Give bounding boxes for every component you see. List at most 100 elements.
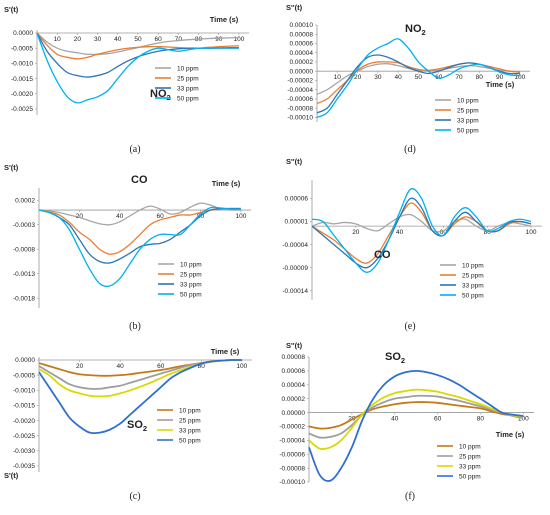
series-line-25-ppm <box>38 359 242 390</box>
x-tick-label: 40 <box>395 74 403 81</box>
x-tick-label: 80 <box>477 416 485 423</box>
y-tick-label: 0.00002 <box>282 396 306 403</box>
x-tick-label: 10 <box>334 74 342 81</box>
legend-label: 10 ppm <box>177 65 199 72</box>
y-tick-label: -0.0015 <box>13 403 35 410</box>
x-tick-label: 40 <box>117 363 125 370</box>
series-line-50-ppm <box>311 188 532 273</box>
x-axis-label: Time (s) <box>211 347 240 356</box>
gas-label-subscript: 2 <box>401 356 405 365</box>
x-axis-label: Time (s) <box>496 430 525 439</box>
y-tick-label: -0.0025 <box>13 433 35 440</box>
y-tick-label: 0.00010 <box>290 22 314 29</box>
series-line-25-ppm <box>308 394 524 439</box>
x-tick-label: 70 <box>455 74 463 81</box>
panel-caption: (a) <box>129 144 140 155</box>
series-line-50-ppm <box>316 38 520 118</box>
panel-caption: (c) <box>129 491 140 502</box>
y-tick-label: 0.0002 <box>15 197 35 204</box>
legend-label: 25 ppm <box>177 75 199 82</box>
y-tick-label: 0.00002 <box>290 59 314 66</box>
legend-label: 10 ppm <box>180 261 202 268</box>
gas-label-subscript: 2 <box>143 424 147 433</box>
x-axis-label: Time (s) <box>210 15 239 24</box>
legend-label: 25 ppm <box>457 107 479 114</box>
x-tick-label: 80 <box>198 363 206 370</box>
chart-panel-f: 0.00008 0.00006 0.00004 0.00002 0.00000 -0.00… <box>279 341 534 502</box>
y-tick-label: -0.00014 <box>282 288 308 295</box>
x-tick-label: 60 <box>157 213 165 220</box>
y-tick-label: -0.0018 <box>13 295 35 302</box>
chart-panel-e: 0.00006 0.00001 -0.00004 -0.00009 -0.00014 20… <box>282 157 542 332</box>
y-tick-label: 0.00000 <box>282 410 306 417</box>
y-axis-label: S''(t) <box>286 341 303 350</box>
legend-label: 50 ppm <box>180 291 202 298</box>
y-tick-label: -0.00006 <box>287 96 313 103</box>
legend-label: 50 ppm <box>177 95 199 102</box>
y-tick-label: 0.00004 <box>290 50 314 57</box>
chart-panel-b: 0.0002 -0.0003 -0.0008 -0.0013 -0.0018 20 40 60… <box>4 163 251 332</box>
y-tick-label: -0.0013 <box>13 271 35 278</box>
series-line-33-ppm <box>38 207 241 264</box>
y-tick-label: 0.00006 <box>285 196 309 203</box>
series-line-50-ppm <box>36 32 239 104</box>
panel-caption: (e) <box>404 321 415 332</box>
y-tick-label: 0.00001 <box>285 219 309 226</box>
y-tick-label: -0.0035 <box>13 463 35 470</box>
gas-label: NO2 <box>405 23 426 37</box>
legend-label: 50 ppm <box>179 437 201 444</box>
y-tick-label: 0.00000 <box>290 68 314 75</box>
x-tick-label: 20 <box>76 213 84 220</box>
x-tick-label: 100 <box>233 36 244 43</box>
series-line-33-ppm <box>38 359 242 398</box>
legend-label: 33 ppm <box>462 282 484 289</box>
y-tick-label: -0.00004 <box>279 438 305 445</box>
gas-label: NO2 <box>150 88 171 102</box>
y-tick-label: 0.00008 <box>282 354 306 361</box>
y-tick-label: 0.00004 <box>282 382 306 389</box>
x-tick-label: 20 <box>76 363 84 370</box>
series-line-50-ppm <box>38 206 241 287</box>
x-tick-label: 60 <box>155 36 163 43</box>
legend-label: 33 ppm <box>179 427 201 434</box>
legend-label: 50 ppm <box>462 292 484 299</box>
chart-panel-a: 0.0000 -0.0005 -0.0010 -0.0015 -0.0020 -0.002… <box>4 5 249 155</box>
x-tick-label: 30 <box>94 36 102 43</box>
y-tick-label: -0.00004 <box>287 87 313 94</box>
x-tick-label: 50 <box>415 74 423 81</box>
x-tick-label: 100 <box>235 213 246 220</box>
x-tick-label: 80 <box>476 74 484 81</box>
y-tick-label: -0.00002 <box>279 424 305 431</box>
gas-label-subscript: 2 <box>422 28 426 37</box>
x-tick-label: 20 <box>354 74 362 81</box>
gas-label: SO2 <box>385 351 405 365</box>
y-tick-label: -0.0005 <box>13 372 35 379</box>
y-tick-label: -0.00010 <box>287 115 313 122</box>
legend-label: 10 ppm <box>179 407 201 414</box>
y-tick-label: -0.0008 <box>13 246 35 253</box>
x-tick-label: 90 <box>215 36 223 43</box>
x-tick-label: 40 <box>391 416 399 423</box>
chart-panel-d: 0.00010 0.00008 0.00006 0.00004 0.00002 0.000… <box>286 3 530 155</box>
y-tick-label: 0.0000 <box>15 357 35 364</box>
x-tick-label: 60 <box>434 416 442 423</box>
gas-label: SO2 <box>127 419 147 433</box>
x-tick-label: 20 <box>352 229 360 236</box>
x-tick-label: 70 <box>175 36 183 43</box>
y-tick-label: -0.0025 <box>11 106 33 113</box>
x-tick-label: 40 <box>396 229 404 236</box>
y-axis-label: S''(t) <box>286 3 303 12</box>
legend-label: 10 ppm <box>459 443 481 450</box>
legend-label: 25 ppm <box>459 453 481 460</box>
series-line-33-ppm <box>311 197 532 269</box>
legend-label: 33 ppm <box>457 117 479 124</box>
y-tick-label: -0.0030 <box>13 448 35 455</box>
y-axis-label: S'(t) <box>4 471 19 480</box>
series-line-33-ppm <box>308 388 524 451</box>
y-tick-label: -0.00004 <box>282 242 308 249</box>
x-tick-label: 30 <box>374 74 382 81</box>
legend-label: 25 ppm <box>180 271 202 278</box>
series-line-50-ppm <box>308 369 524 482</box>
x-tick-label: 100 <box>514 74 525 81</box>
legend-label: 50 ppm <box>457 127 479 134</box>
